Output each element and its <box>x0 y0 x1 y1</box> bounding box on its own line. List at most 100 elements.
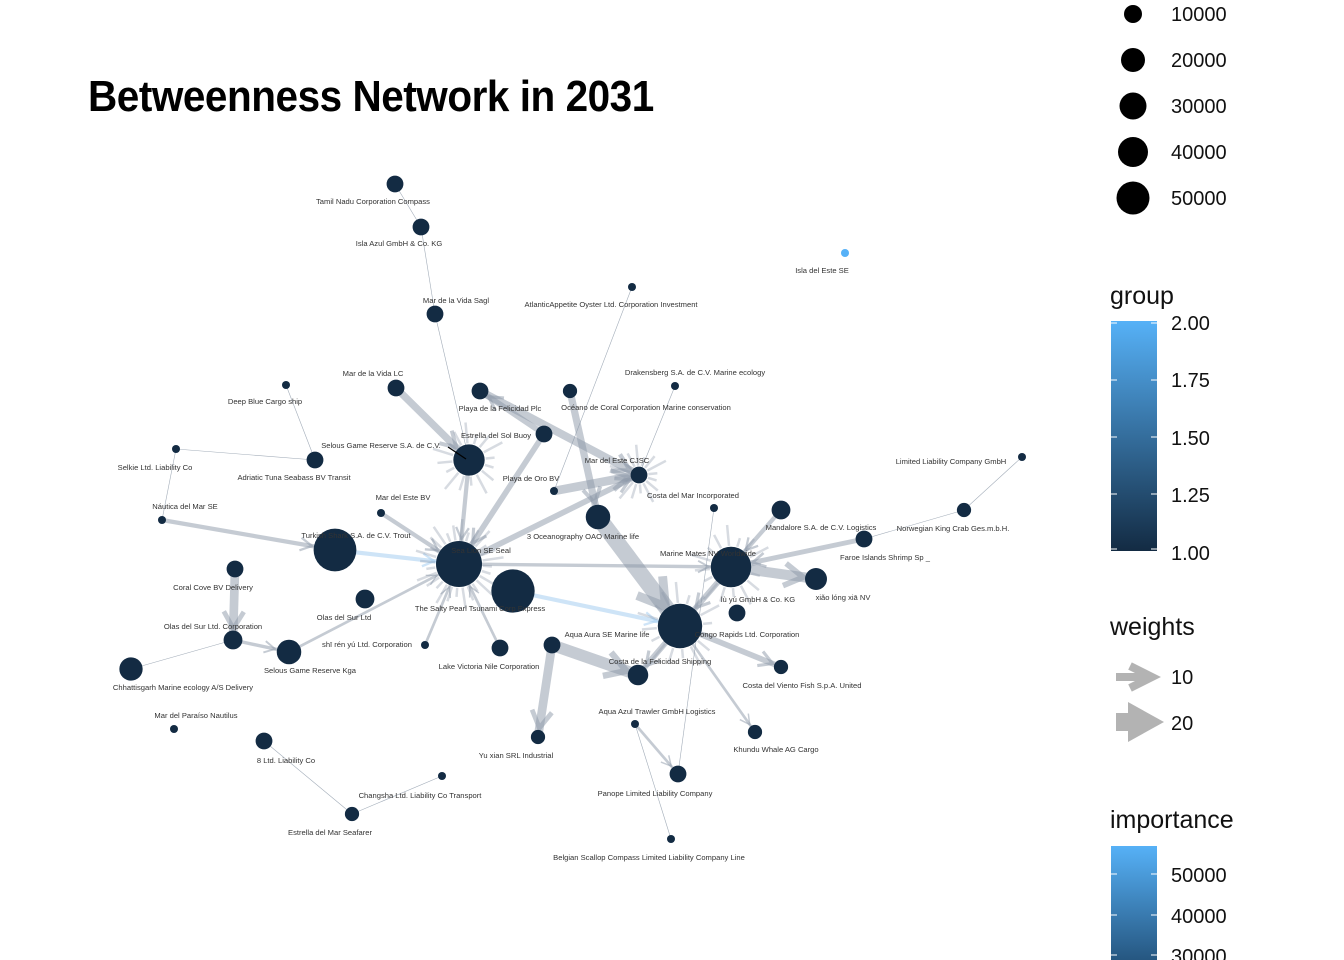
node-label: Deep Blue Cargo ship <box>228 397 302 406</box>
node-coralcove[interactable] <box>226 560 244 578</box>
edge-arrow <box>757 650 776 668</box>
node-islaazul[interactable] <box>412 218 430 236</box>
edge-spoke <box>453 431 463 446</box>
node-marinemates[interactable] <box>710 546 752 588</box>
node-ltd8[interactable] <box>255 732 273 750</box>
node-atlantic[interactable] <box>628 283 636 291</box>
node-yuxian[interactable] <box>530 729 546 745</box>
group-legend-tick: 1.75 <box>1171 370 1210 392</box>
node-label: Océano de Coral Corporation Marine conse… <box>561 403 731 412</box>
node-costamar[interactable] <box>710 504 718 512</box>
node-aquaazul[interactable] <box>631 720 639 728</box>
edge-aquaaura-yuxian <box>533 644 557 738</box>
node-costaviento[interactable] <box>773 659 789 675</box>
node-olasdelsur[interactable] <box>355 589 375 609</box>
node-label: Khundu Whale AG Cargo <box>733 745 818 754</box>
node-congo[interactable] <box>657 603 703 649</box>
edge-atlantic-playaoro <box>553 286 633 492</box>
node-changsha[interactable] <box>438 772 446 780</box>
edge-spoke <box>634 444 640 466</box>
node-tamil[interactable] <box>386 175 404 193</box>
node-panope[interactable] <box>669 765 687 783</box>
node-deepblue[interactable] <box>282 381 290 389</box>
edge-spoke <box>712 534 723 549</box>
edge-spoke <box>648 472 658 476</box>
node-label: 3 Oceanography OAO Marine life <box>527 532 639 541</box>
node-label: Drakensberg S.A. de C.V. Marine ecology <box>625 368 765 377</box>
edge-spoke <box>469 476 473 486</box>
edge-spoke <box>667 647 675 663</box>
edge-spoke <box>646 459 667 472</box>
node-saltypearl[interactable] <box>491 569 535 613</box>
edge-arrow <box>781 561 809 589</box>
node-xiaolong[interactable] <box>805 568 827 590</box>
edge-spoke <box>464 422 469 444</box>
edge-spoke <box>654 604 663 613</box>
node-label: Lake Victoria Nile Corporation <box>439 662 540 671</box>
edge-norwegian-limited <box>963 456 1023 511</box>
edge-spoke <box>749 546 769 559</box>
node-estrellamar[interactable] <box>344 806 360 822</box>
node-belgian[interactable] <box>667 835 675 843</box>
node-chhattisgarh[interactable] <box>119 657 143 681</box>
node-paraiso[interactable] <box>170 725 178 733</box>
edge-spoke <box>699 604 720 617</box>
node-vidalc[interactable] <box>387 379 405 397</box>
node-oceano[interactable] <box>562 383 578 399</box>
node-olasltd[interactable] <box>223 630 243 650</box>
node-costafelicidad[interactable] <box>627 664 649 686</box>
node-turkish[interactable] <box>313 528 357 572</box>
node-drakensberg[interactable] <box>671 382 679 390</box>
edge-spoke <box>661 591 671 607</box>
edge-spoke <box>703 582 719 601</box>
node-label: Playa de la Felicidad Plc <box>459 404 542 413</box>
edge-spoke <box>455 587 459 598</box>
edge-sealSE-marestecjsc <box>457 472 641 567</box>
node-khundu[interactable] <box>747 724 763 740</box>
edge-spoke <box>736 537 742 548</box>
edge-spoke <box>701 631 712 637</box>
node-label: Selous Game Reserve Kga <box>264 666 357 675</box>
node-marestecjsc[interactable] <box>630 466 648 484</box>
node-mandalore[interactable] <box>771 500 791 520</box>
size-legend-dot <box>1118 137 1148 167</box>
node-sealSE[interactable] <box>436 541 482 587</box>
node-isladeleste[interactable] <box>841 249 849 257</box>
node-felicidadplc[interactable] <box>471 382 489 400</box>
node-luyu[interactable] <box>728 604 746 622</box>
edge-nautica-turkish <box>161 517 336 553</box>
edge-spoke <box>752 562 762 567</box>
node-lakevictoria[interactable] <box>491 639 509 657</box>
edge-spoke <box>464 532 470 542</box>
edge-spoke <box>750 572 761 578</box>
node-nautica[interactable] <box>158 516 166 524</box>
importance-legend-tick: 40000 <box>1171 906 1227 928</box>
size-legend-dot <box>1121 48 1145 72</box>
node-selousSA[interactable] <box>453 444 485 476</box>
node-selkie[interactable] <box>172 445 180 453</box>
node-playaoro[interactable] <box>550 487 558 495</box>
edge-arrow <box>697 560 711 574</box>
node-aquaaura[interactable] <box>543 636 561 654</box>
node-marestebv[interactable] <box>377 509 385 517</box>
importance-legend-title: importance <box>1110 806 1234 834</box>
node-oceanography[interactable] <box>585 504 611 530</box>
edge-arrow <box>424 538 441 552</box>
node-label: Isla del Este SE <box>795 266 849 275</box>
node-vidasagl[interactable] <box>426 305 444 323</box>
node-shiren[interactable] <box>421 641 429 649</box>
edge-arrow <box>470 527 488 546</box>
importance-legend: importance 50000 40000 30000 <box>1110 806 1234 960</box>
edge-spoke <box>731 588 736 598</box>
node-adriatic[interactable] <box>306 451 324 469</box>
node-norwegian[interactable] <box>956 502 972 518</box>
edge-spoke <box>624 462 633 470</box>
edge-arrow <box>425 574 439 586</box>
node-estrella[interactable] <box>535 425 553 443</box>
node-limited[interactable] <box>1018 453 1026 461</box>
node-label: lù yú GmbH & Co. KG <box>721 595 795 604</box>
weights-legend: weights 10 20 <box>1109 613 1195 742</box>
size-legend-label: 40000 <box>1171 142 1227 164</box>
node-faroe[interactable] <box>855 530 873 548</box>
node-selouskga[interactable] <box>276 639 302 665</box>
